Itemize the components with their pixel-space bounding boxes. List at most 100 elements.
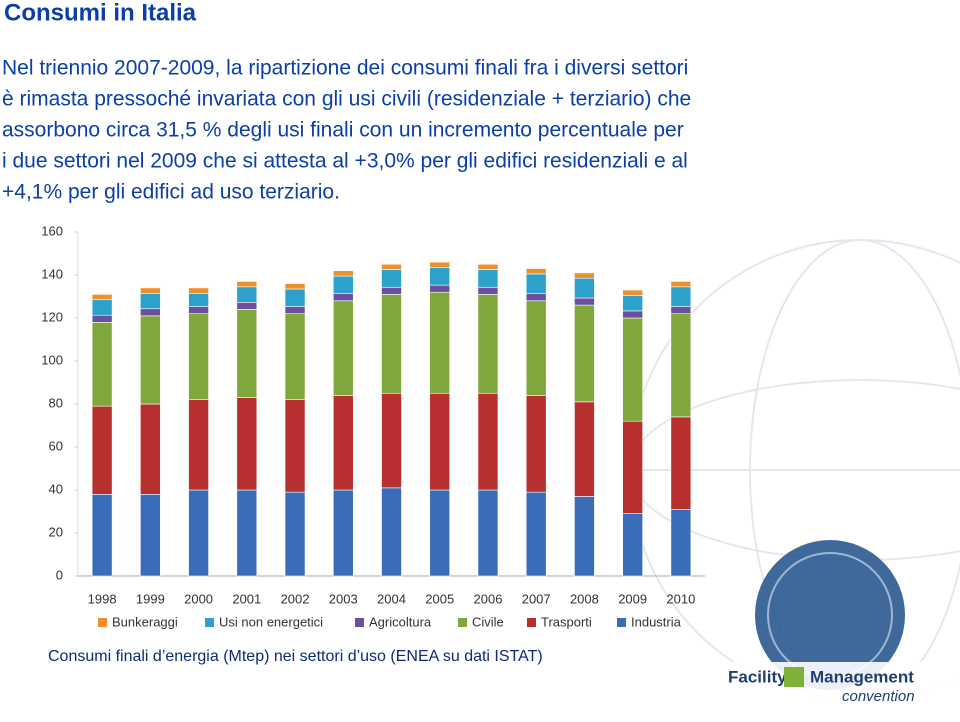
bar-segment: [332, 275, 354, 295]
bar-segment: [429, 267, 451, 286]
bar-segment: [140, 308, 161, 317]
y-tick-label: 140: [41, 266, 63, 281]
bar-segment: [91, 321, 113, 407]
bar-segment: [381, 392, 402, 489]
bar-segment: [284, 283, 306, 290]
x-tick-label: 2004: [377, 591, 406, 606]
paragraph-line: assorbono circa 31,5 % degli usi finali …: [2, 119, 684, 142]
legend-label: Usi non energetici: [219, 614, 323, 629]
bar-segment: [236, 397, 258, 491]
x-tick-label: 2003: [329, 591, 358, 606]
bar-segment: [188, 399, 209, 491]
bar-segment: [140, 493, 161, 577]
paragraph-line: i due settori nel 2009 che si attesta al…: [2, 150, 688, 173]
bar-segment: [574, 277, 595, 299]
bar-segment: [670, 416, 692, 510]
bar-segment: [236, 286, 258, 303]
x-tick-label: 2002: [281, 591, 310, 606]
bar-segment: [140, 403, 161, 495]
legend-swatch: [458, 618, 467, 627]
bar-segment: [477, 489, 499, 577]
bar-segment: [670, 313, 692, 418]
y-tick-label: 80: [49, 395, 63, 410]
bar-segment: [188, 292, 209, 307]
logo-name: Facility: [728, 667, 787, 686]
bar-segment: [381, 487, 402, 577]
bar-segment: [284, 399, 306, 493]
bar-segment: [381, 263, 402, 270]
bar-segment: [477, 286, 499, 295]
bar-segment: [284, 288, 306, 307]
bar-segment: [574, 272, 595, 279]
bar-segment: [332, 395, 354, 491]
bar-segment: [140, 287, 161, 294]
paragraph-line: +4,1% per gli edifici ad uso terziario.: [2, 181, 340, 204]
bar-segment: [622, 295, 643, 312]
bar-segment: [429, 291, 451, 394]
x-tick-label: 2001: [232, 591, 261, 606]
bar-segment: [670, 509, 692, 577]
bar-segment: [622, 310, 643, 319]
y-tick-label: 60: [49, 438, 63, 453]
legend-label: Civile: [472, 614, 504, 629]
bar-segment: [284, 306, 306, 315]
bar-segment: [525, 293, 547, 302]
y-tick-label: 20: [49, 524, 63, 539]
bar-segment: [670, 281, 692, 288]
bar-segment: [622, 289, 643, 296]
legend-label: Agricoltura: [369, 614, 432, 629]
logo: Facility Management convention: [725, 540, 960, 716]
x-tick-label: 2010: [666, 591, 695, 606]
legend-label: Trasporti: [541, 614, 592, 629]
bar-segment: [188, 313, 209, 401]
legend-label: Bunkeraggi: [112, 614, 178, 629]
y-tick-label: 0: [56, 567, 63, 582]
bar-segment: [477, 263, 499, 270]
paragraph-line: Nel triennio 2007-2009, la ripartizione …: [2, 57, 688, 80]
y-tick-label: 120: [41, 309, 63, 324]
bar-segment: [236, 489, 258, 577]
bar-segment: [525, 300, 547, 396]
bar-segment: [91, 294, 113, 301]
x-tick-label: 1998: [88, 591, 117, 606]
x-tick-label: 2008: [570, 591, 599, 606]
bar-segment: [332, 293, 354, 302]
bar-segment: [574, 304, 595, 403]
y-tick-label: 160: [41, 223, 63, 238]
bar-segment: [574, 297, 595, 306]
bar-segment: [236, 281, 258, 288]
x-tick-label: 2005: [425, 591, 454, 606]
x-tick-label: 2006: [474, 591, 503, 606]
bar-segment: [188, 306, 209, 315]
bar-segment: [140, 315, 161, 405]
bar-segment: [429, 261, 451, 268]
bar-segment: [477, 392, 499, 491]
x-tick-label: 1999: [136, 591, 165, 606]
bar-segment: [236, 309, 258, 398]
bar-segment: [332, 300, 354, 396]
bar-segment: [381, 294, 402, 394]
bar-segment: [91, 405, 113, 495]
bar-segment: [332, 489, 354, 577]
bar-segment: [574, 401, 595, 497]
bar-segment: [525, 268, 547, 275]
y-tick-label: 100: [41, 352, 63, 367]
caption: Consumi finali d’energia (Mtep) nei sett…: [48, 648, 543, 665]
bar-segment: [574, 496, 595, 577]
bar-segment: [381, 286, 402, 295]
bar-segment: [622, 513, 643, 577]
logo-tagline: convention: [842, 688, 915, 705]
bar-segment: [670, 286, 692, 307]
bar-segment: [622, 420, 643, 514]
bar-segment: [525, 395, 547, 493]
legend-swatch: [617, 618, 626, 627]
bar-segment: [332, 270, 354, 277]
legend-swatch: [527, 618, 536, 627]
paragraph-line: è rimasta pressoché invariata con gli us…: [2, 88, 691, 111]
bar-segment: [670, 306, 692, 315]
bar-segment: [429, 392, 451, 491]
bar-segment: [381, 269, 402, 288]
x-tick-label: 2009: [618, 591, 647, 606]
logo-name2: Management: [810, 667, 914, 686]
